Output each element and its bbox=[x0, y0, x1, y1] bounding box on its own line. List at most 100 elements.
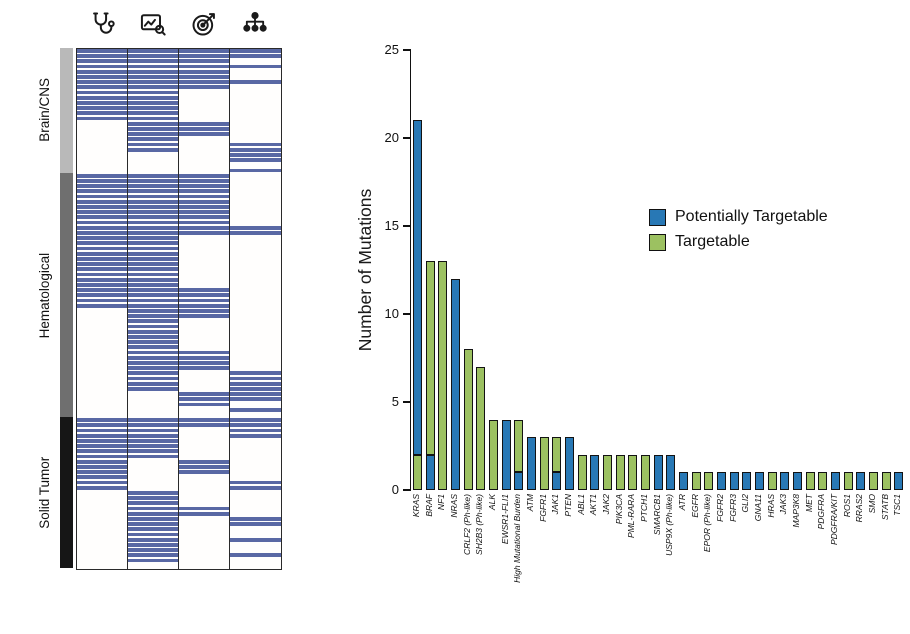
bar-segment-blue bbox=[678, 472, 688, 490]
y-tick bbox=[403, 489, 411, 491]
bar-segment-blue bbox=[830, 472, 840, 490]
bar-FGFR2 bbox=[716, 472, 726, 490]
gene-label-slot: JAK3 bbox=[777, 494, 790, 629]
bar-segment-green bbox=[868, 472, 878, 490]
gene-label: HRAS bbox=[765, 494, 776, 518]
bar-segment-green bbox=[488, 419, 498, 490]
gene-label: USP9X (Ph-like) bbox=[664, 494, 675, 556]
heatmap-stripe bbox=[77, 199, 127, 204]
bar-GNA11 bbox=[754, 472, 764, 490]
heatmap-stripe bbox=[179, 54, 229, 59]
gene-label: CRLF2 (Ph-like) bbox=[461, 494, 472, 555]
heatmap-stripe bbox=[77, 49, 127, 53]
heatmap-stripe bbox=[230, 397, 281, 402]
gene-label-slot: BRAF bbox=[423, 494, 436, 629]
heatmap-stripe bbox=[77, 423, 127, 428]
heatmap-stripe bbox=[128, 283, 178, 287]
heatmap-stripe bbox=[128, 350, 178, 355]
heatmap-stripe bbox=[77, 189, 127, 194]
heatmap-stripe bbox=[230, 517, 281, 521]
heatmap-stripe bbox=[230, 418, 281, 423]
bar-ATR bbox=[678, 472, 688, 490]
heatmap-stripe bbox=[128, 85, 178, 90]
heatmap-column-2 bbox=[128, 49, 179, 569]
heatmap-stripe bbox=[128, 329, 178, 334]
gene-label-slot: FGFR1 bbox=[537, 494, 550, 629]
bar-BRAF bbox=[425, 261, 435, 490]
gene-label-slot: PDGFRA/KIT bbox=[828, 494, 841, 629]
heatmap-stripe bbox=[179, 293, 229, 298]
gene-label-slot: PTEN bbox=[562, 494, 575, 629]
y-tick-label: 15 bbox=[384, 218, 399, 233]
gene-label: GNA11 bbox=[753, 494, 764, 522]
heatmap-stripe bbox=[179, 231, 229, 235]
heatmap-stripe bbox=[179, 314, 229, 319]
gene-label-slot: GNA11 bbox=[752, 494, 765, 629]
heatmap-stripe bbox=[77, 75, 127, 79]
heatmap-stripe bbox=[179, 225, 229, 230]
heatmap-stripe bbox=[77, 470, 127, 475]
heatmap-stripe bbox=[179, 506, 229, 511]
bar-segment-green bbox=[767, 472, 777, 490]
bar-segment-blue bbox=[564, 437, 574, 490]
legend-swatch-blue bbox=[649, 208, 666, 226]
heatmap-stripe bbox=[230, 153, 281, 157]
heatmap-stripe bbox=[230, 485, 281, 490]
heatmap-stripe bbox=[179, 355, 229, 360]
y-tick bbox=[403, 313, 411, 315]
heatmap-stripe bbox=[230, 49, 281, 53]
gene-label: AKT1 bbox=[588, 494, 599, 516]
heatmap-stripe bbox=[77, 215, 127, 220]
heatmap-stripe bbox=[179, 189, 229, 194]
bar-segment-green bbox=[514, 419, 524, 473]
heatmap-stripe bbox=[230, 54, 281, 59]
heatmap-stripe bbox=[77, 236, 127, 241]
bar-segment-green bbox=[805, 472, 815, 490]
heatmap-stripe bbox=[179, 392, 229, 397]
heatmap-stripe bbox=[230, 225, 281, 230]
heatmap-stripe bbox=[128, 553, 178, 558]
heatmap-stripe bbox=[128, 121, 178, 126]
y-tick bbox=[403, 401, 411, 403]
gene-label: NF1 bbox=[436, 494, 447, 511]
pedigree-icon bbox=[229, 6, 280, 42]
heatmap-stripe bbox=[128, 293, 178, 298]
stethoscope-icon bbox=[76, 6, 127, 42]
heatmap-stripe bbox=[128, 257, 178, 261]
bar-ATM bbox=[526, 437, 536, 490]
gene-label-slot: NRAS bbox=[448, 494, 461, 629]
heatmap-stripe bbox=[179, 423, 229, 428]
gene-label-slot: JAK2 bbox=[600, 494, 613, 629]
heatmap-stripe bbox=[77, 210, 127, 215]
heatmap-stripe bbox=[128, 101, 178, 105]
heatmap-stripe bbox=[77, 257, 127, 261]
heatmap-stripe bbox=[128, 449, 178, 454]
heatmap-stripe bbox=[77, 251, 127, 256]
heatmap-stripe bbox=[128, 532, 178, 537]
heatmap-stripe bbox=[128, 80, 178, 85]
heatmap-stripe bbox=[128, 54, 178, 59]
bar-segment-blue bbox=[590, 454, 600, 490]
heatmap-stripe bbox=[77, 231, 127, 235]
heatmap-stripe bbox=[179, 361, 229, 365]
bar-segment-blue bbox=[894, 472, 904, 490]
heatmap-stripe bbox=[179, 205, 229, 209]
heatmap-stripe bbox=[128, 527, 178, 532]
bar-PML-RARA bbox=[628, 454, 638, 490]
gene-label: NRAS bbox=[449, 494, 460, 518]
bar-PTEN bbox=[564, 437, 574, 490]
gene-label-slot: PIK3CA bbox=[613, 494, 626, 629]
heatmap-stripe bbox=[128, 49, 178, 53]
heatmap-stripe bbox=[77, 95, 127, 100]
gene-label-slot: ATM bbox=[524, 494, 537, 629]
bar-TSC1 bbox=[894, 472, 904, 490]
heatmap-stripe bbox=[77, 184, 127, 189]
heatmap-stripe bbox=[128, 64, 178, 69]
group-label: Hematological bbox=[37, 252, 52, 338]
bar-segment-blue bbox=[856, 472, 866, 490]
heatmap-stripe bbox=[128, 511, 178, 516]
gene-label-slot: AKT1 bbox=[587, 494, 600, 629]
gene-label-slot: HRAS bbox=[765, 494, 778, 629]
gene-label: KRAS bbox=[411, 494, 422, 518]
heatmap-stripe bbox=[128, 298, 178, 303]
